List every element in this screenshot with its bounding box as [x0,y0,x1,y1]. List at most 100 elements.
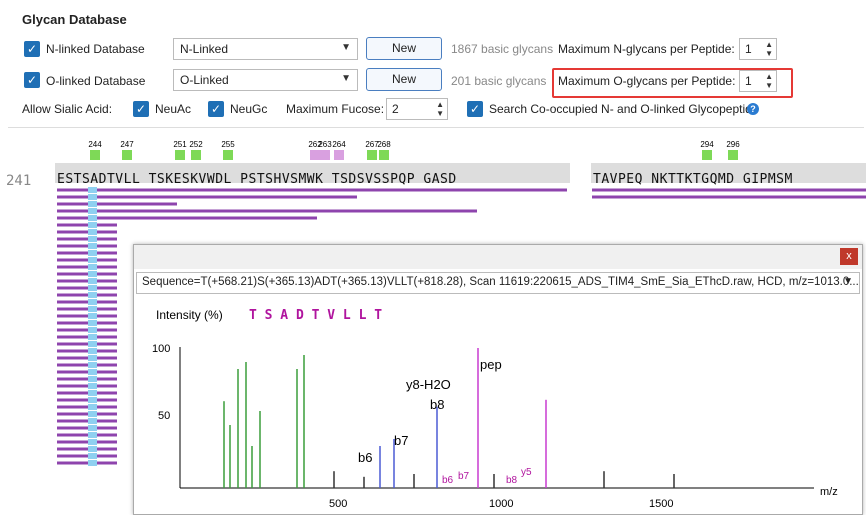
new-o-glycan-button[interactable]: New [366,68,442,91]
peak-label-b8-pink: b8 [506,475,518,486]
peak-label-b6: b6 [358,450,372,465]
glycosite-marker [223,150,233,160]
chevron-down-icon: ▼ [843,276,853,287]
glycan-tag [88,327,97,333]
glycan-tag [88,334,97,340]
glycan-database-panel: Glycan Database ✓ N-linked Database N-Li… [8,4,864,128]
neuac-label: NeuAc [155,102,192,116]
glycan-tag [88,369,97,375]
glycan-tag [88,460,97,466]
peak-label-pep: pep [480,357,502,372]
max-n-glycans-spinner[interactable]: 1 ▲ ▼ [739,38,777,60]
glycan-tag [88,264,97,270]
spectrum-plot: Intensity (%) T S A D T V L L T 100 50 5… [152,308,838,510]
chevron-down-icon: ▼ [341,42,351,53]
max-fucose-label: Maximum Fucose: [286,102,385,116]
glycan-tag [88,250,97,256]
peptide-bars [57,187,866,466]
spin-down-icon[interactable]: ▼ [765,81,773,90]
position-label: 268 [377,140,391,149]
position-label: 262 [308,140,322,149]
ytick-100: 100 [152,343,170,355]
neuac-checkbox[interactable]: ✓ [133,101,149,117]
position-label: 251 [173,140,187,149]
glycosite-marker [367,150,377,160]
glycosite-marker [122,150,132,160]
n-linked-select[interactable]: N-Linked ▼ [173,38,358,60]
glycan-tag [88,257,97,263]
spectrum-dialog: x Sequence=T(+568.21)S(+365.13)ADT(+365.… [133,244,863,515]
glycosite-marker [90,150,100,160]
glycan-tag [88,285,97,291]
spin-down-icon[interactable]: ▼ [765,49,773,58]
glycosite-marker [320,150,330,160]
peak-label-y8h2o: y8-H2O [406,377,451,392]
glycosite-marker [334,150,344,160]
spin-down-icon[interactable]: ▼ [436,109,444,118]
n-linked-checkbox[interactable]: ✓ [24,41,40,57]
spectrum-select[interactable]: Sequence=T(+568.21)S(+365.13)ADT(+365.13… [136,272,860,294]
glycan-tag [88,404,97,410]
glycan-tag [88,432,97,438]
position-label: 294 [700,140,714,149]
ytick-50: 50 [158,410,170,422]
sialic-acid-label: Allow Sialic Acid: [22,102,113,116]
position-label: 296 [726,140,740,149]
sequence-text: ESTSADTVLL TSKESKVWDL PSTSHVSMWK TSDSVSS… [57,172,457,187]
glycosite-marker [379,150,389,160]
glycan-tag [88,292,97,298]
new-n-glycan-button[interactable]: New [366,37,442,60]
glycan-tag [88,243,97,249]
spin-up-icon[interactable]: ▲ [436,100,444,109]
neugc-label: NeuGc [230,102,268,116]
neugc-checkbox[interactable]: ✓ [208,101,224,117]
help-icon[interactable]: ? [747,103,759,115]
o-linked-checkbox[interactable]: ✓ [24,72,40,88]
max-n-glycans-label: Maximum N-glycans per Peptide: [558,42,735,56]
glycan-tag [88,229,97,235]
sequence-bar-2 [591,163,866,183]
o-glycan-count: 201 basic glycans [451,74,547,88]
glycan-tag [88,271,97,277]
sequence-start-number: 241 [6,173,32,189]
glycosite-marker [191,150,201,160]
glycosite-marker [702,150,712,160]
max-fucose-spinner[interactable]: 2 ▲ ▼ [386,98,448,120]
peak-label-b7-pink: b7 [458,471,470,482]
glycosite-marker [728,150,738,160]
max-fucose-value: 2 [392,102,399,116]
close-button[interactable]: x [840,248,858,265]
glycan-tag [88,187,97,193]
peak-label-b8: b8 [430,397,444,412]
n-glycan-count: 1867 basic glycans [451,42,554,56]
spin-up-icon[interactable]: ▲ [765,40,773,49]
o-linked-label: O-linked Database [46,74,146,88]
glycan-tag [88,236,97,242]
position-label: 244 [88,140,102,149]
glycan-tag [88,418,97,424]
max-o-glycans-spinner[interactable]: 1 ▲ ▼ [739,70,777,92]
position-label: 247 [120,140,134,149]
spectrum-peaks [223,348,675,488]
sequence-bar [55,163,570,183]
peptide-annotation: T S A D T V L L T [249,308,382,323]
n-linked-label: N-linked Database [46,42,145,56]
o-linked-select[interactable]: O-Linked ▼ [173,69,358,91]
glycan-tag [88,390,97,396]
cooccupied-checkbox[interactable]: ✓ [467,101,483,117]
position-label: 252 [189,140,203,149]
glycosite-marker [310,150,320,160]
xtick-500: 500 [329,498,347,510]
spectrum-header: Sequence=T(+568.21)S(+365.13)ADT(+365.13… [142,276,859,288]
glycan-tag [88,446,97,452]
spin-up-icon[interactable]: ▲ [765,72,773,81]
highlight-box [552,68,793,98]
position-label: 255 [221,140,235,149]
position-label: 263 [318,140,332,149]
glycan-tag [88,320,97,326]
panel-title: Glycan Database [22,12,127,27]
glycan-tag [88,362,97,368]
peak-label-y5: y5 [521,467,532,478]
